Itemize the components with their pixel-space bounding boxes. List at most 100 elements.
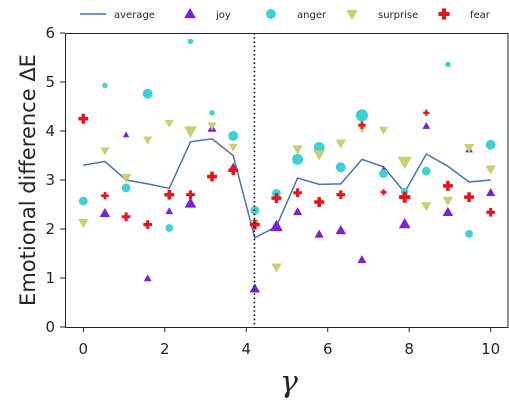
anger-point <box>165 224 174 232</box>
plot-marks <box>78 33 496 327</box>
legend-item-fear: fear <box>438 8 491 21</box>
anger-point <box>102 82 108 89</box>
series-anger <box>78 38 496 238</box>
legend-swatch-fear <box>438 8 450 20</box>
fear-point <box>164 189 175 200</box>
fear-point <box>207 171 218 182</box>
surprise-point <box>100 147 110 156</box>
fear-point <box>271 193 282 204</box>
surprise-point <box>421 202 432 212</box>
surprise-point <box>313 150 326 161</box>
x-tick-label: 6 <box>323 340 333 358</box>
surprise-point <box>120 173 132 184</box>
anger-point <box>228 130 239 141</box>
average-line <box>83 138 491 239</box>
fear-point <box>249 219 260 230</box>
joy-point <box>165 207 174 215</box>
anger-point <box>121 183 131 193</box>
anger-point <box>187 38 194 45</box>
x-tick-label: 0 <box>79 340 89 358</box>
legend-swatch-surprise <box>346 9 358 21</box>
fear-point <box>486 208 496 217</box>
fear-point <box>143 220 153 229</box>
fear-point <box>442 180 453 191</box>
surprise-point <box>378 126 389 135</box>
fear-point <box>293 188 302 198</box>
legend-label-fear: fear <box>470 10 491 21</box>
y-tick-label: 0 <box>45 318 55 336</box>
surprise-point <box>164 119 174 128</box>
legend-item-average: average <box>80 10 155 21</box>
y-axis-label: Emotional difference ΔE <box>16 54 40 306</box>
joy-point <box>99 207 111 218</box>
surprise-point <box>78 218 89 229</box>
y-tick-label: 1 <box>45 269 55 287</box>
surprise-point <box>335 139 346 149</box>
anger-point <box>421 166 431 176</box>
anger-point <box>78 196 88 206</box>
x-tick-label: 4 <box>241 340 251 358</box>
anger-point <box>485 139 496 150</box>
joy-point <box>357 255 367 264</box>
anger-point <box>335 162 346 173</box>
joy-point <box>143 274 152 282</box>
anger-point <box>355 109 369 122</box>
series-joy <box>99 122 496 293</box>
fear-point <box>399 191 411 203</box>
series-fear <box>78 109 496 230</box>
fear-point <box>464 192 475 203</box>
legend-label-surprise: surprise <box>378 10 418 21</box>
joy-point <box>122 131 130 138</box>
series-average <box>83 138 491 239</box>
x-tick-label: 10 <box>481 340 500 358</box>
anger-point <box>465 230 473 238</box>
y-tick-label: 6 <box>45 24 55 42</box>
joy-point <box>293 207 303 216</box>
fear-point <box>228 165 239 176</box>
fear-point <box>314 197 325 208</box>
surprise-point <box>183 126 197 138</box>
legend: average joy anger surprise fear <box>80 7 491 21</box>
surprise-point <box>271 263 282 273</box>
legend-label-joy: joy <box>215 10 231 21</box>
joy-point <box>249 283 261 293</box>
y-axis-ticks: 0 1 2 3 4 5 6 <box>45 24 65 336</box>
legend-swatch-anger <box>266 9 276 19</box>
fear-point <box>186 190 195 200</box>
x-axis-ticks: 0 2 4 6 8 10 <box>79 327 500 358</box>
surprise-point <box>292 145 303 155</box>
fear-point <box>121 212 131 222</box>
fear-point <box>78 113 89 124</box>
joy-point <box>269 219 283 232</box>
plot-frame <box>65 33 509 328</box>
x-axis-label: γ <box>280 365 298 400</box>
x-tick-label: 8 <box>404 340 414 358</box>
joy-point <box>335 225 346 235</box>
fear-point <box>358 121 366 129</box>
y-tick-label: 3 <box>45 171 55 189</box>
y-tick-label: 5 <box>45 73 55 91</box>
fear-point <box>336 190 346 200</box>
anger-point <box>445 61 451 68</box>
surprise-point <box>397 156 412 170</box>
anger-point <box>379 169 388 179</box>
anger-point <box>209 110 215 116</box>
fear-point <box>380 189 387 196</box>
joy-point <box>184 197 197 208</box>
legend-label-average: average <box>114 10 155 21</box>
joy-point <box>486 187 496 196</box>
legend-label-anger: anger <box>297 10 327 21</box>
series-surprise <box>78 119 496 273</box>
y-tick-label: 2 <box>45 220 55 238</box>
surprise-point <box>143 136 153 145</box>
joy-point <box>398 217 411 229</box>
surprise-point <box>463 143 475 154</box>
joy-point <box>442 206 454 217</box>
surprise-point <box>442 196 454 207</box>
legend-item-anger: anger <box>266 9 327 21</box>
fear-point <box>423 109 430 116</box>
x-tick-label: 2 <box>160 340 170 358</box>
y-tick-label: 4 <box>45 122 55 140</box>
surprise-point <box>228 143 238 152</box>
fear-point <box>101 191 109 200</box>
